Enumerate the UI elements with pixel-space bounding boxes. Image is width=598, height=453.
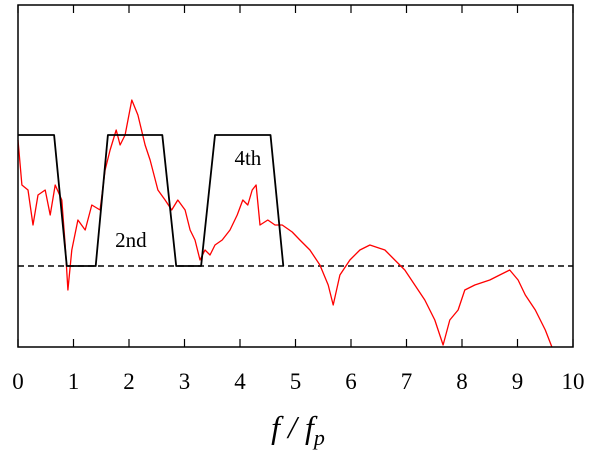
plot-frame [17, 4, 574, 348]
x-axis-label-main: f / f [271, 409, 318, 445]
annotation: 2nd [115, 228, 147, 252]
x-tick-label: 3 [179, 369, 191, 394]
x-tick-label: 4 [234, 369, 246, 394]
x-axis-label-subscript: p [312, 425, 325, 450]
x-axis-label: f / fp [271, 409, 325, 450]
annotation: 4th [234, 146, 261, 170]
x-tick-label: 9 [512, 369, 524, 394]
x-tick-label: 0 [12, 369, 24, 394]
data-line [18, 134, 285, 267]
x-tick-label: 8 [456, 369, 468, 394]
x-tick-label: 6 [345, 369, 357, 394]
x-tick-label: 2 [123, 369, 135, 394]
x-tick-label: 10 [562, 369, 585, 394]
data-line [17, 99, 553, 348]
x-tick-label: 5 [290, 369, 302, 394]
x-tick-label: 1 [68, 369, 80, 394]
x-tick-label: 7 [401, 369, 413, 394]
